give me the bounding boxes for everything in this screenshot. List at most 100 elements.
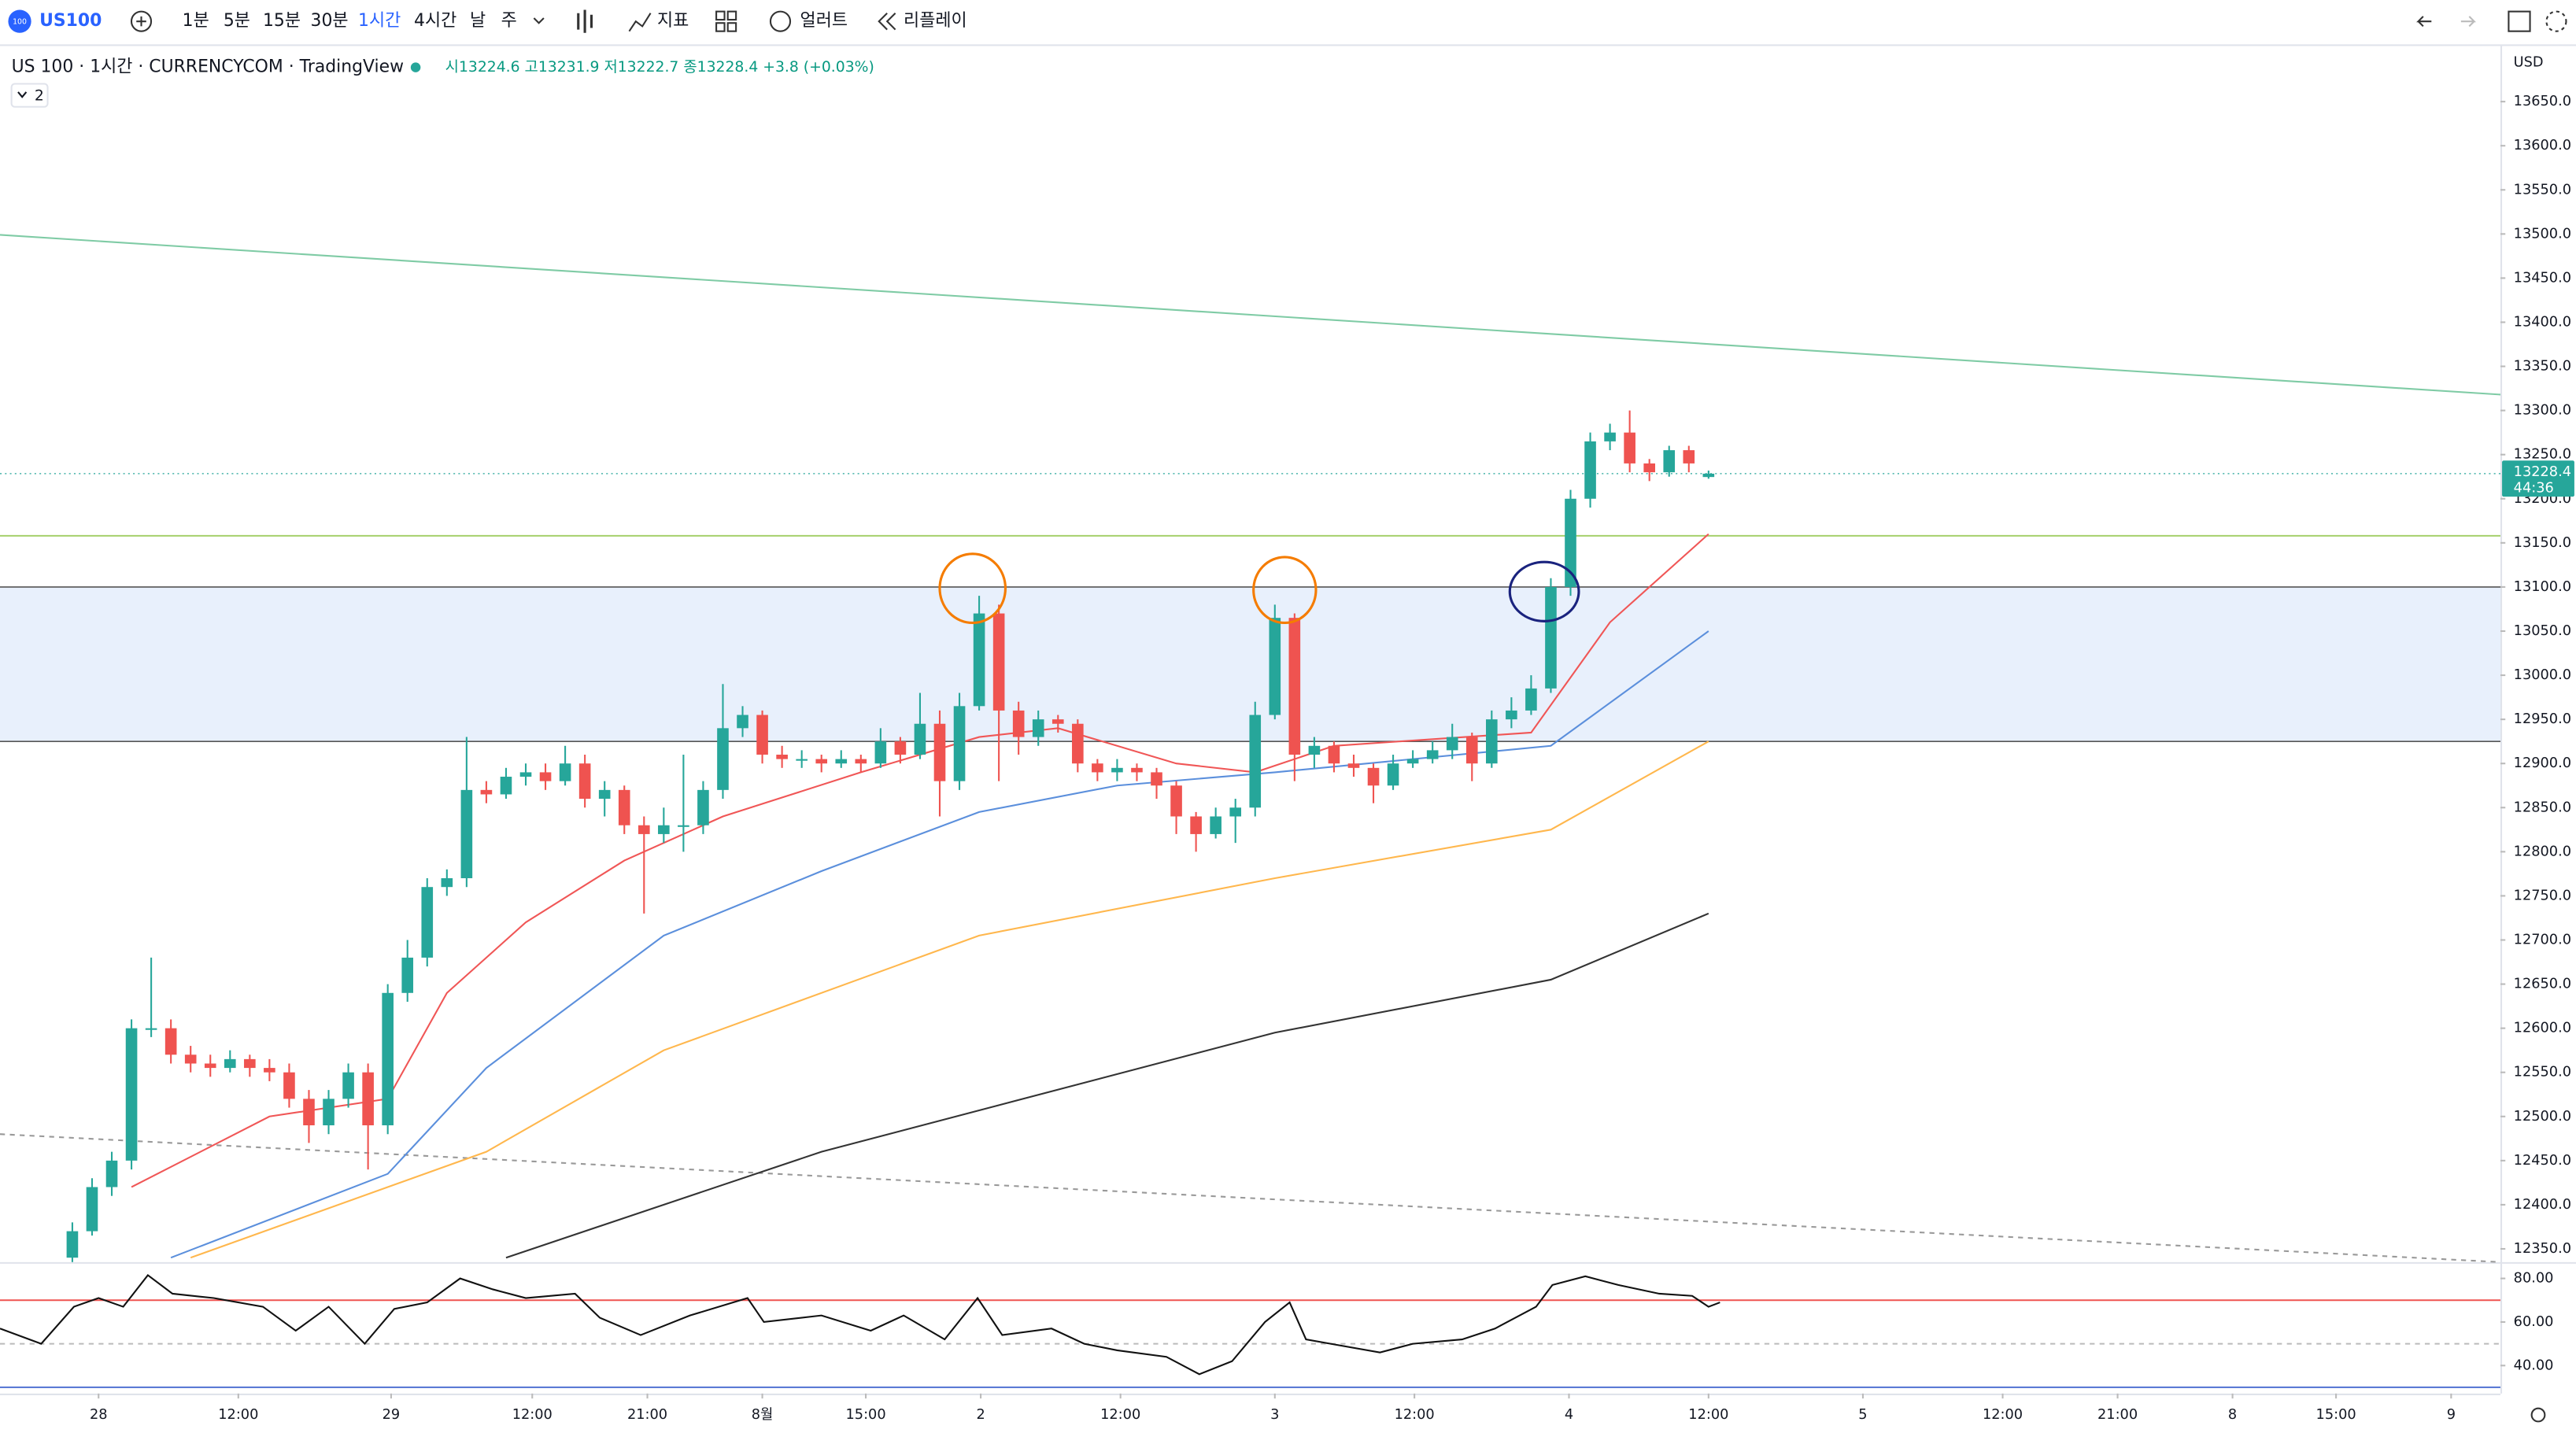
last-price-tag [2502, 460, 2574, 497]
candle-body [658, 825, 670, 834]
interval[interactable]: 4시간 [414, 11, 456, 31]
candle-body [480, 789, 493, 795]
replay-icon[interactable] [878, 12, 896, 31]
top-circle [938, 552, 1007, 625]
candle-body [539, 772, 552, 781]
candle-body [1328, 745, 1340, 764]
interval[interactable]: 15분 [263, 11, 301, 31]
y-tick-label: 12600.0 [2514, 1021, 2571, 1036]
candle-body [1406, 759, 1419, 764]
x-tick-label: 15:00 [2316, 1407, 2356, 1423]
candle-body [1051, 719, 1064, 724]
candle-body [855, 759, 867, 764]
alert[interactable]: 얼러트 [800, 11, 848, 31]
symbol-logo[interactable] [8, 9, 31, 33]
x-tick-label: 21:00 [627, 1407, 667, 1423]
y-tick-label: 13500.0 [2514, 226, 2571, 242]
candle-body [815, 759, 828, 764]
candle-body [1663, 450, 1676, 473]
candle-body [66, 1231, 79, 1258]
chart-type-icon[interactable] [577, 9, 593, 33]
candle-body [618, 789, 630, 825]
candle-body [953, 706, 966, 781]
interval[interactable]: 5분 [224, 11, 250, 31]
candle-body [1151, 772, 1162, 786]
candle-body [1347, 763, 1360, 768]
x-tick-label: 12:00 [512, 1407, 553, 1423]
y-tick-label: 13050.0 [2514, 623, 2571, 639]
candle-body [323, 1099, 334, 1125]
x-tick-label: 4 [1565, 1407, 1573, 1423]
indicators[interactable]: 지표 [657, 11, 689, 31]
y-tick-label: 12750.0 [2514, 888, 2571, 903]
candle-body [1131, 767, 1143, 773]
candle-body [1506, 710, 1517, 720]
fullscreen[interactable] [2508, 10, 2531, 32]
replay[interactable]: 리플레이 [904, 11, 967, 31]
candle-body [1012, 710, 1025, 737]
interval[interactable]: 날 [470, 11, 486, 31]
interval[interactable]: 주 [501, 11, 517, 31]
y-tick-label: 12500.0 [2514, 1109, 2571, 1125]
candle-body [303, 1099, 315, 1125]
x-tick-label: 12:00 [218, 1407, 258, 1423]
logo-text: 100 [13, 18, 27, 27]
indicator-count: 2 [35, 88, 44, 105]
candle-body [1683, 450, 1695, 464]
candle-body [460, 789, 473, 878]
indicator-toggle[interactable] [10, 83, 49, 108]
y-tick-label: 12450.0 [2514, 1153, 2571, 1169]
interval[interactable]: 30분 [311, 11, 349, 31]
candle-body [776, 754, 788, 759]
candle-body [401, 957, 414, 993]
currency[interactable]: USD [2514, 54, 2544, 70]
x-tick-label: 5 [1858, 1407, 1867, 1423]
alert-icon[interactable] [769, 10, 792, 32]
x-tick-label: 2 [976, 1407, 985, 1423]
top-circle [1252, 556, 1318, 625]
layout-icon [715, 22, 726, 32]
x-tick-label: 8월 [752, 1406, 774, 1423]
add-symbol[interactable] [130, 10, 153, 32]
y-tick-label: 13550.0 [2514, 182, 2571, 198]
x-tick-label: 8 [2228, 1407, 2237, 1423]
symbol[interactable]: US100 [39, 11, 102, 31]
market-status [410, 62, 421, 72]
candle-body [283, 1072, 295, 1099]
x-tick-label: 28 [90, 1407, 108, 1423]
candle-body [1308, 745, 1321, 755]
candle-body [204, 1063, 216, 1069]
plus-icon [136, 16, 146, 27]
snapshot[interactable] [2545, 10, 2567, 32]
last-price: 13228.4 [2514, 464, 2571, 480]
candle-body [362, 1072, 374, 1125]
candle-body [1092, 763, 1103, 773]
candle-body [519, 772, 532, 777]
candle-body [717, 728, 729, 790]
y-tick-label: 13450.0 [2514, 270, 2571, 286]
y-tick-label: 12850.0 [2514, 800, 2571, 815]
candle-body [1229, 807, 1242, 817]
candle-body [145, 1028, 157, 1030]
y-tick-label: 13150.0 [2514, 535, 2571, 551]
candle-body [1288, 618, 1301, 755]
settings-gear[interactable] [2530, 1407, 2546, 1423]
undo[interactable] [2416, 16, 2432, 28]
layout-icon[interactable] [715, 10, 726, 21]
candle-body [796, 759, 808, 761]
candle-body [1604, 432, 1616, 441]
x-tick-label: 12:00 [1100, 1407, 1140, 1423]
candle-body [1072, 723, 1084, 764]
interval[interactable]: 1분 [183, 11, 209, 31]
y-tick-label: 13250.0 [2514, 447, 2571, 463]
interval[interactable]: 1시간 [358, 11, 401, 31]
y-tick-label: 12900.0 [2514, 755, 2571, 771]
indicator-icon[interactable] [628, 13, 652, 32]
candle-body [224, 1058, 236, 1069]
redo[interactable] [2460, 16, 2477, 28]
y-tick-label: 13600.0 [2514, 138, 2571, 153]
candle-body [1584, 441, 1596, 499]
candle-body [441, 877, 453, 888]
candle-body [1565, 498, 1576, 587]
